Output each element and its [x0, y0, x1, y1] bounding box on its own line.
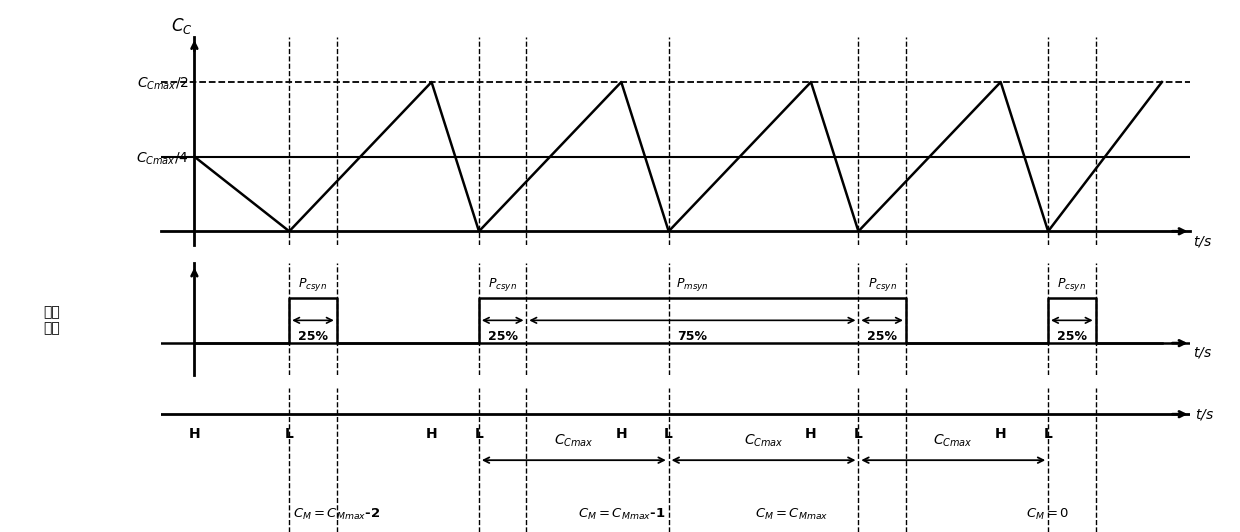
Text: 同步
脉冲: 同步 脉冲: [43, 305, 61, 336]
Text: $P_{msyn}$: $P_{msyn}$: [676, 276, 709, 293]
Text: L: L: [1044, 427, 1053, 441]
Text: H: H: [994, 427, 1007, 441]
Text: $P_{csyn}$: $P_{csyn}$: [1058, 276, 1086, 293]
Text: $t$/s: $t$/s: [1193, 234, 1213, 250]
Text: $P_{csyn}$: $P_{csyn}$: [489, 276, 517, 293]
Text: H: H: [615, 427, 627, 441]
Text: L: L: [854, 427, 863, 441]
Text: $C_M=C_{Mmax}$-1: $C_M=C_{Mmax}$-1: [578, 507, 665, 522]
Text: 25%: 25%: [487, 330, 517, 343]
Text: $C_M=C_{Mmax}$: $C_M=C_{Mmax}$: [755, 507, 828, 522]
Text: L: L: [475, 427, 484, 441]
Text: 75%: 75%: [677, 330, 707, 343]
Text: $P_{csyn}$: $P_{csyn}$: [868, 276, 897, 293]
Text: H: H: [425, 427, 438, 441]
Text: $t$/s: $t$/s: [1193, 345, 1213, 360]
Text: $C_M=0$: $C_M=0$: [1027, 507, 1070, 522]
Text: $C_{Cmax}$: $C_{Cmax}$: [934, 433, 973, 448]
Text: 25%: 25%: [1056, 330, 1086, 343]
Text: L: L: [665, 427, 673, 441]
Text: 25%: 25%: [298, 330, 327, 343]
Text: $P_{csyn}$: $P_{csyn}$: [299, 276, 327, 293]
Text: $C_{Cmax}$: $C_{Cmax}$: [554, 433, 594, 448]
Text: L: L: [285, 427, 294, 441]
Text: 25%: 25%: [867, 330, 897, 343]
Text: $C_M=C_{Mmax}$-2: $C_M=C_{Mmax}$-2: [293, 507, 381, 522]
Text: $t$/s: $t$/s: [1195, 407, 1214, 422]
Text: H: H: [188, 427, 200, 441]
Text: $C_C$: $C_C$: [171, 16, 192, 36]
Text: $C_{Cmax}$: $C_{Cmax}$: [744, 433, 784, 448]
Text: H: H: [805, 427, 817, 441]
